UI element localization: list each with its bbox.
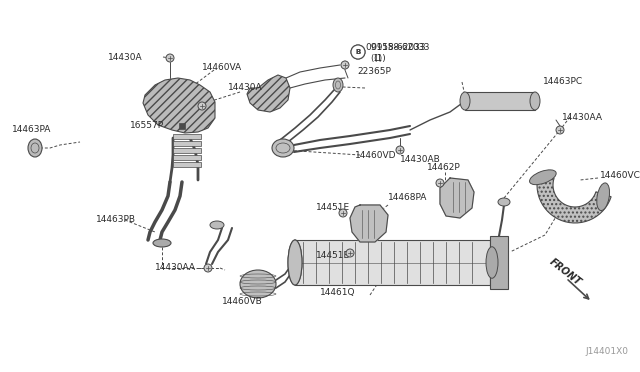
Ellipse shape [333, 78, 343, 92]
Circle shape [341, 61, 349, 69]
Ellipse shape [530, 92, 540, 110]
Ellipse shape [288, 240, 302, 285]
Text: 14468PA: 14468PA [388, 192, 428, 202]
Text: J14401X0: J14401X0 [585, 347, 628, 356]
Ellipse shape [486, 247, 498, 278]
Text: (1): (1) [373, 54, 386, 62]
Circle shape [339, 209, 347, 217]
Ellipse shape [210, 221, 224, 229]
Bar [295, 240, 490, 285]
Circle shape [436, 179, 444, 187]
Bar [179, 123, 185, 129]
Text: (1): (1) [370, 54, 382, 62]
Polygon shape [440, 178, 474, 218]
Ellipse shape [460, 92, 470, 110]
Text: 14430AB: 14430AB [400, 155, 441, 164]
Circle shape [204, 264, 212, 272]
Circle shape [396, 146, 404, 154]
Polygon shape [143, 78, 215, 133]
Text: 14463PB: 14463PB [96, 215, 136, 224]
Text: 14463PA: 14463PA [12, 125, 51, 135]
Circle shape [556, 126, 564, 134]
Ellipse shape [288, 240, 302, 285]
Text: 14460VC: 14460VC [600, 171, 640, 180]
Circle shape [351, 45, 365, 59]
Circle shape [166, 54, 174, 62]
Circle shape [198, 102, 206, 110]
Ellipse shape [272, 139, 294, 157]
Bar [173, 148, 201, 153]
Circle shape [351, 45, 365, 59]
Bar [173, 134, 201, 139]
Text: 14460VB: 14460VB [222, 298, 263, 307]
Bar [465, 92, 535, 110]
Text: 14451E: 14451E [316, 202, 350, 212]
Text: 22365P: 22365P [357, 67, 391, 77]
Text: 09158-62033: 09158-62033 [366, 42, 429, 51]
Text: FRONT: FRONT [548, 257, 584, 287]
Ellipse shape [596, 183, 609, 211]
Text: 16557P: 16557P [130, 121, 164, 129]
Text: 14460VA: 14460VA [202, 64, 242, 73]
Text: 14430AA: 14430AA [155, 263, 196, 273]
Text: 14461Q: 14461Q [320, 288, 355, 296]
Text: 14451E: 14451E [316, 251, 350, 260]
Text: 09158-62033: 09158-62033 [365, 42, 426, 51]
Text: 14430A: 14430A [108, 52, 143, 61]
Text: 14430A: 14430A [228, 83, 262, 93]
Text: 14462P: 14462P [427, 164, 461, 173]
Polygon shape [247, 75, 290, 112]
Ellipse shape [498, 198, 510, 206]
Bar [490, 236, 508, 289]
Ellipse shape [240, 270, 276, 298]
Ellipse shape [529, 170, 556, 185]
Bar [173, 141, 201, 146]
Text: 14460VD: 14460VD [355, 151, 397, 160]
Polygon shape [350, 205, 388, 242]
Text: B: B [355, 49, 360, 55]
Ellipse shape [28, 139, 42, 157]
Ellipse shape [153, 239, 171, 247]
Text: 14463PC: 14463PC [543, 77, 583, 87]
Polygon shape [537, 173, 611, 223]
Text: 14430AA: 14430AA [562, 112, 603, 122]
Text: B: B [355, 49, 360, 55]
Circle shape [346, 249, 354, 257]
Bar [173, 155, 201, 160]
Bar [173, 162, 201, 167]
